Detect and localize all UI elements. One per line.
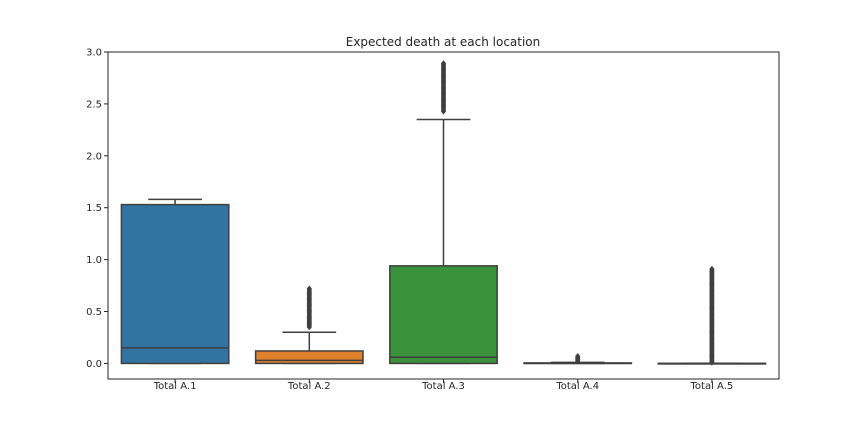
y-tick-label: 2.5: [86, 99, 102, 110]
y-tick-label: 2.0: [86, 151, 102, 162]
x-tick-label: Total A.2: [287, 381, 331, 392]
y-tick-label: 0.5: [86, 307, 102, 318]
x-tick-label: Total A.4: [555, 381, 599, 392]
box-iqr: [254, 350, 364, 365]
box-iqr: [120, 203, 230, 365]
chart-title: Expected death at each location: [346, 35, 541, 49]
y-tick-label: 1.5: [86, 203, 102, 214]
y-tick-label: 1.0: [86, 255, 102, 266]
outlier-point: [709, 359, 715, 366]
x-tick-label: Total A.1: [153, 381, 197, 392]
y-tick-label: 0.0: [86, 359, 102, 370]
y-tick-label: 3.0: [86, 48, 102, 59]
box-iqr: [389, 265, 498, 365]
outlier-point: [575, 357, 581, 365]
outlier-point: [306, 323, 312, 331]
outlier-point: [440, 108, 447, 115]
plot-area-frame: [107, 51, 780, 380]
x-tick-label: Total A.3: [421, 381, 465, 392]
x-tick-label: Total A.5: [690, 381, 734, 392]
